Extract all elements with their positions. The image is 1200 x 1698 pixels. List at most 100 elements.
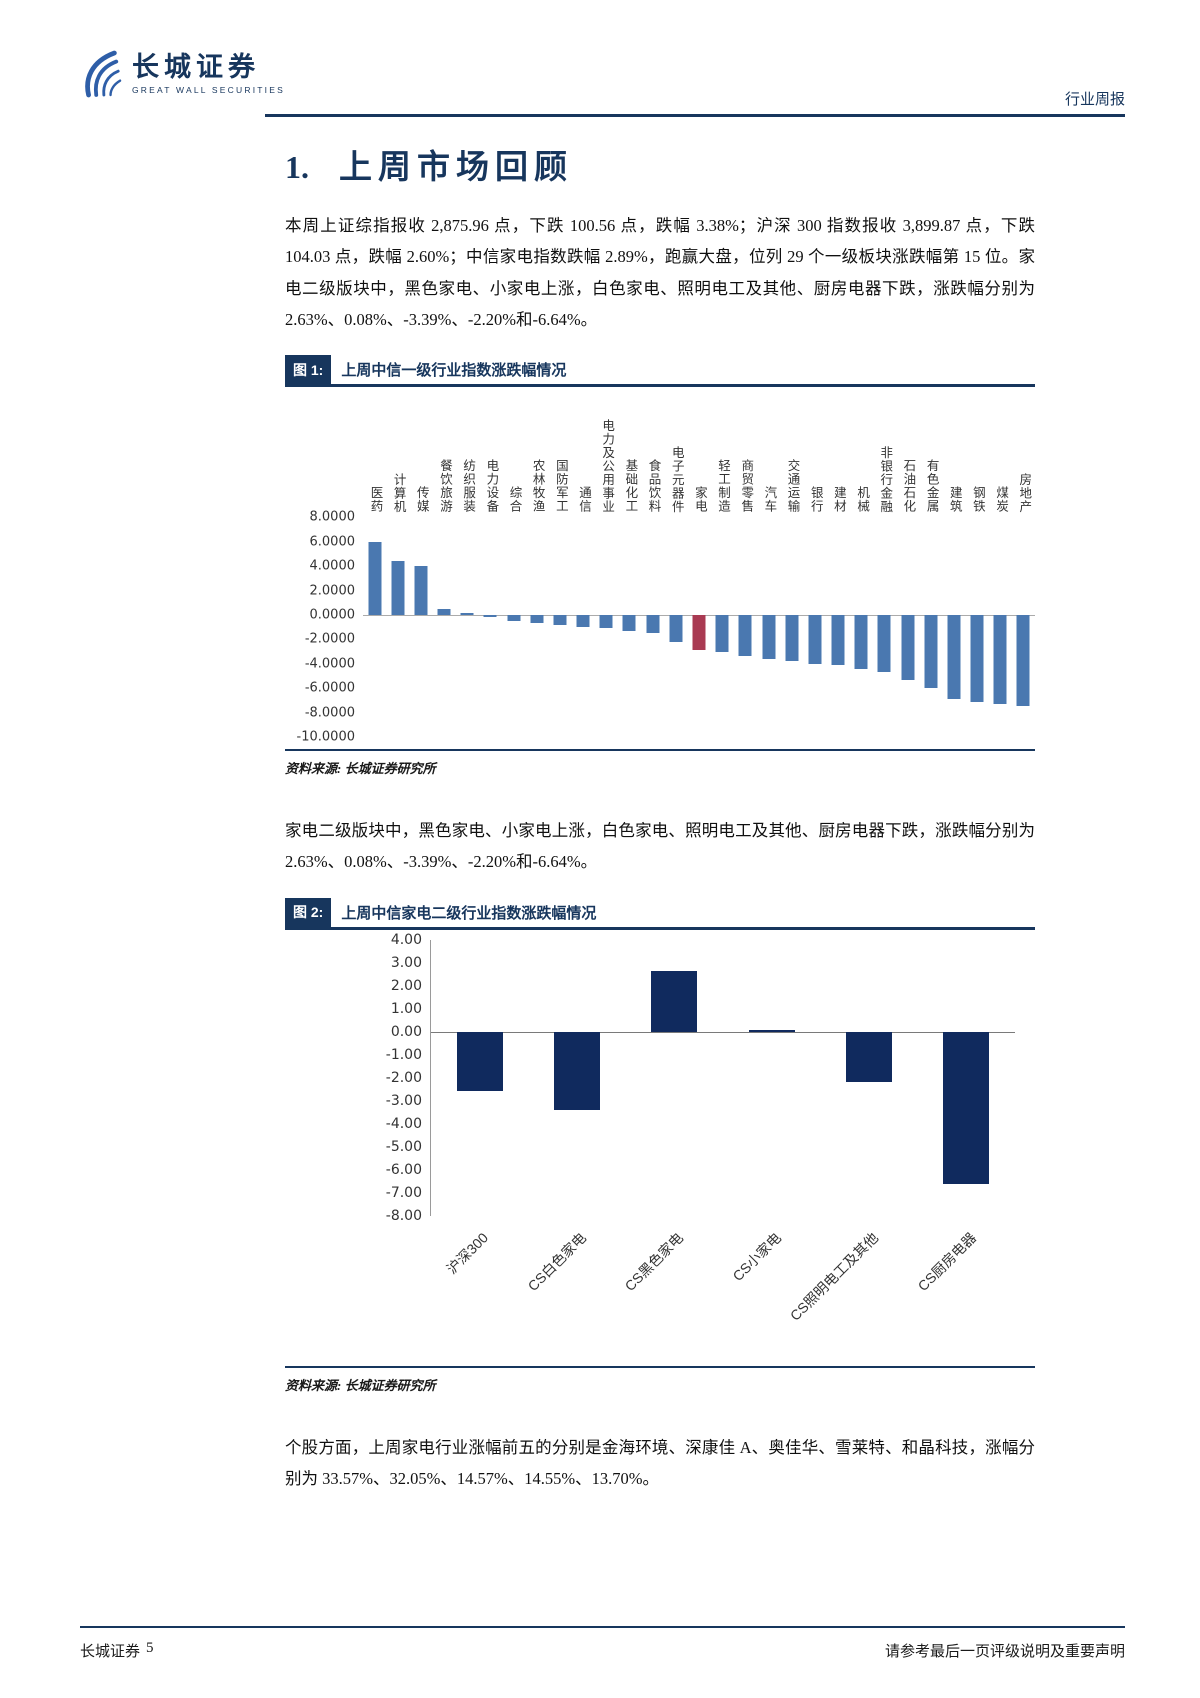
section-title-text: 上周市场回顾 [339,148,573,185]
category-label: 电子元器件 [669,445,684,514]
paragraph-market-summary: 本周上证综指报收 2,875.96 点，下跌 100.56 点，跌幅 3.38%… [285,216,1035,330]
bar [943,1031,990,1185]
category-label: 家电 [692,486,707,514]
bar-slot [826,517,849,737]
category-label: 建材 [831,486,846,514]
footer-brand: 长城证券 [80,1644,141,1660]
chart2-y-axis: 4.00 3.00 2.00 1.00 0.00 -1.00 -2.00 -3.00 -4.00… [370,932,430,1224]
bar [808,614,822,664]
bar [877,614,891,673]
category-label: 有色金属 [924,459,939,514]
page-number: 5 [146,1640,154,1656]
bar [553,1031,600,1110]
bar [576,614,590,628]
brand-name-cn: 长城证券 [132,52,260,83]
bar-slot [989,517,1012,737]
bar-slot [525,517,548,737]
bar [414,566,428,615]
y-axis-tick: -8.00 [385,1207,422,1224]
bar-slot [918,940,1015,1216]
category-label: 医药 [368,486,383,514]
category-label: 交通运输 [785,459,800,514]
bar [651,971,698,1032]
bar-slot [687,517,710,737]
y-axis-tick: -6.00 [385,1161,422,1178]
y-axis-tick: 0.00 [390,1023,422,1040]
category-label: 银行 [808,486,823,514]
category-label: CS黑色家电 [621,1229,687,1294]
y-axis-tick: 2.0000 [309,583,356,599]
bar [460,613,474,615]
category-label: 通信 [577,486,591,514]
report-body: 1. 上周市场回顾 本周上证综指报收 2,875.96 点，下跌 100.56 … [285,140,1035,1494]
bar [762,614,775,659]
bar [553,614,567,625]
figure-2-title: 上周中信家电二级行业指数涨跌幅情况 [341,904,597,922]
bar [692,614,706,651]
category-label: 农林牧渔 [530,459,545,514]
category-label: CS小家电 [729,1229,784,1284]
bar [391,561,405,615]
category-label: 餐饮旅游 [437,459,452,514]
bar [831,614,845,665]
bar-slot [896,517,919,737]
y-axis-tick: -2.00 [385,1069,422,1086]
bar-slot [1012,517,1035,737]
bar-slot [456,517,479,737]
bar-slot [641,517,664,737]
figure-1-caption: 图 1: 上周中信一级行业指数涨跌幅情况 [285,355,1035,388]
page-footer: 长城证券 5 请参考最后一页评级说明及重要声明 [80,1626,1125,1661]
bar-slot [572,517,595,737]
category-label: 石油石化 [901,459,916,514]
bar-slot [711,517,734,737]
y-axis-tick: -4.00 [385,1115,422,1132]
category-label: 电力设备 [484,459,499,514]
y-axis-tick: -8.0000 [304,705,355,721]
bar-slot [431,940,528,1216]
bar [845,1031,892,1083]
header-divider [265,114,1125,117]
y-axis-tick: -10.0000 [296,729,355,745]
category-label: 煤炭 [994,486,1009,514]
figure-1-title: 上周中信一级行业指数涨跌幅情况 [341,362,567,380]
category-label: 轻工制造 [716,459,731,514]
category-label: 电力及公用事业 [600,418,615,514]
zero-baseline [431,1031,1015,1033]
category-label: 沪深300 [443,1229,492,1277]
bar-slot [942,517,965,737]
bar-slot [919,517,942,737]
chart1-y-axis: 8.0000 6.0000 4.0000 2.0000 0.0000 -2.0000 -4.… [285,510,363,745]
y-axis-tick: -4.0000 [304,656,355,672]
bar-slot [479,517,502,737]
bar [669,614,683,642]
greatwall-shell-icon [80,50,122,98]
y-axis-tick: -5.00 [385,1138,422,1155]
bar [437,608,451,615]
bar [924,614,938,689]
category-label: 综合 [507,486,522,514]
figure-1-source: 资料来源: 长城证券研究所 [285,760,436,776]
category-label: CS厨房电器 [914,1229,979,1294]
page-header: 长城证券 GREAT WALL SECURITIES 行业周报 [80,50,1125,120]
y-axis-tick: 4.00 [390,931,422,948]
y-axis-tick: 2.00 [390,977,422,994]
bar-slot [850,517,873,737]
figure-1-label: 图 1: [285,355,332,385]
brand-name-en: GREAT WALL SECURITIES [132,84,285,95]
bar [530,614,544,623]
category-label: 传媒 [414,486,429,514]
paragraph-appliance-subsectors: 家电二级版块中，黑色家电、小家电上涨，白色家电、照明电工及其他、厨房电器下跌，涨… [285,820,1035,872]
bar [738,614,752,657]
bar-slot [664,517,687,737]
category-label: 机械 [855,486,870,514]
bar [622,614,636,631]
figure-1: 图 1: 上周中信一级行业指数涨跌幅情况 医药 计算机 传媒 餐饮旅游 纺织服装 电力设备… [285,355,1035,777]
bar [854,614,868,669]
bar-slot [757,517,780,737]
bar [456,1031,503,1092]
bar-slot [433,517,456,737]
brand-logo: 长城证券 GREAT WALL SECURITIES [80,50,1125,98]
bar-slot [386,517,409,737]
category-label: 商贸零售 [739,459,754,514]
y-axis-tick: 4.0000 [309,558,356,574]
